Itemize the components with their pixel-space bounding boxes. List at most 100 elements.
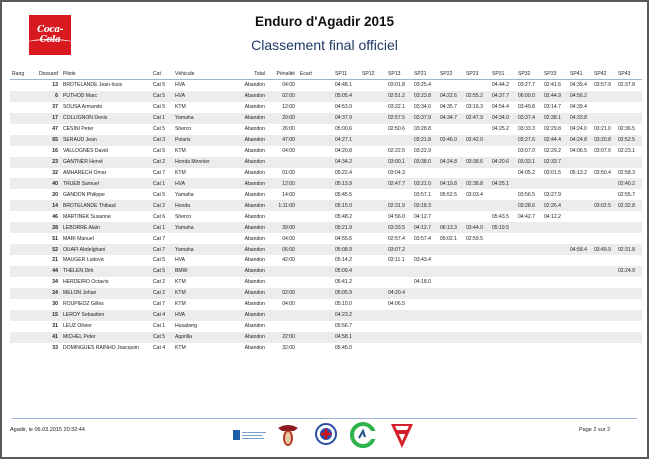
cell-sp31 (490, 146, 516, 157)
cell-vehicule: HVA (174, 257, 186, 264)
cell-penalite: 01:00 (282, 169, 295, 176)
cell-rang (10, 80, 37, 91)
cell-total: Abandon (244, 148, 265, 155)
cell-vehicule (173, 233, 235, 244)
cell-sp43 (616, 102, 642, 113)
cell-sp21 (411, 287, 438, 299)
cell-sp23 (464, 211, 490, 222)
cell-sp32 (516, 321, 542, 332)
cell-sp21: 03:21.0 (411, 178, 438, 190)
cell-rang (10, 168, 37, 179)
cell-sp13 (385, 309, 412, 321)
cell-penalite (267, 265, 298, 277)
cell-sp31: 05:19.5 (489, 222, 516, 234)
cell-total: Abandon (244, 344, 265, 351)
cell-sp12 (360, 189, 386, 200)
cell-penalite: 1:11:00 (267, 200, 298, 212)
cell-sp11: 04:58.1 (332, 331, 360, 343)
cell-sp23 (464, 80, 490, 91)
cell-sp11: 05:41.2 (334, 279, 352, 286)
cell-sp21 (412, 321, 438, 332)
cell-sp21 (412, 299, 438, 310)
cell-rang (10, 156, 37, 168)
cell-total: Abandon (244, 323, 265, 330)
results-table: Rang Dossard Pilote Cat Véhicule Total Pénalit… (10, 68, 642, 353)
cell-sp11: 05:14.2 (334, 257, 352, 264)
cell-vehicule: Yamaha (174, 191, 194, 198)
table-row: 28 LEBORRE Alain Cat 1 Yamaha Abandon 39:00 05… (10, 222, 642, 234)
cell-sp21: 03:28.8 (413, 126, 431, 133)
cell-cat: Cat 4 (152, 344, 166, 351)
cell-cat: Cat 2 (150, 156, 173, 168)
cell-penalite: 04:00 (282, 301, 295, 308)
cell-pilote: AMHARECH Omar (62, 169, 107, 176)
cell-dossard: 44 (37, 265, 61, 277)
cell-penalite: 20:00 (267, 112, 298, 124)
cell-sp41 (568, 299, 592, 310)
cell-sp22: 04:22.6 (437, 90, 464, 102)
table-row: 51 MARI Manuel Cat 7 Abandon 04:00 04:55.6 02:… (10, 233, 642, 244)
cell-sp43: 02:32.8 (615, 200, 642, 212)
cell-sp13: 04:20.4 (385, 287, 412, 299)
cell-sp21 (411, 309, 438, 321)
cell-sp43: 02:24.9 (615, 265, 642, 277)
cell-sp31: 04:25.1 (489, 178, 516, 190)
cell-sp42 (592, 211, 616, 222)
cell-sp33 (541, 222, 568, 234)
cell-pilote: TRUEB Samuel (60, 178, 151, 190)
cell-sp33 (541, 265, 568, 277)
cell-ecart (298, 168, 333, 179)
cell-sp23 (463, 331, 490, 343)
cell-ecart (298, 189, 333, 200)
cell-total: Abandon (244, 191, 265, 198)
cell-sp12 (359, 287, 386, 299)
cell-sp23 (463, 309, 490, 321)
cell-sp42 (591, 112, 616, 124)
cell-penalite (268, 321, 298, 332)
cell-sp12 (360, 299, 386, 310)
cell-sp33: 02:26.4 (541, 200, 568, 212)
cell-total: Abandon (234, 331, 268, 343)
cell-sp12 (360, 80, 386, 91)
cell-vehicule: KTM (174, 169, 186, 176)
cell-sp42 (591, 265, 616, 277)
cell-ecart (298, 255, 333, 266)
cell-sp23: 03:03.4 (465, 191, 483, 198)
cell-penalite (268, 277, 298, 288)
cell-pilote: MELON Johan (60, 287, 151, 299)
cell-sp12 (359, 178, 386, 190)
cell-sp31 (489, 309, 516, 321)
cell-sp41 (567, 265, 592, 277)
cell-sp32: 03:56.5 (517, 191, 535, 198)
cell-sp41 (568, 211, 592, 222)
table-row: 20 GANDON Philippe Cat 5 Yamaha Abandon 14:00… (10, 189, 642, 200)
cell-vehicule: KTM (172, 287, 235, 299)
cell-sp41: 04:39.4 (569, 104, 587, 111)
cell-sp32 (516, 299, 542, 310)
cell-ecart (298, 321, 333, 332)
cell-sp32: 04:42.7 (517, 213, 535, 220)
cell-dossard: 23 (37, 156, 61, 168)
cell-sp31: 04:34.0 (489, 112, 516, 124)
cell-dossard: 16 (52, 148, 58, 155)
cell-dossard: 13 (52, 82, 58, 89)
cell-sp31 (490, 168, 516, 179)
cell-sp23 (463, 265, 490, 277)
cell-rang (10, 146, 37, 157)
cell-sp13: 03:01.8 (387, 82, 405, 89)
cell-sp23 (464, 343, 490, 354)
cell-sp43: 02:58.3 (617, 169, 635, 176)
cell-dossard: 28 (37, 222, 61, 234)
cell-sp42 (591, 90, 616, 102)
cell-sp31 (489, 244, 516, 255)
cell-sp11: 04:55.6 (334, 235, 352, 242)
cell-sp32 (515, 178, 542, 190)
table-row: 30 ROUPIEOZ Gilles Cat 7 KTM Abandon 04:00 05:… (10, 299, 642, 310)
cell-sp21: 03:37.9 (411, 112, 438, 124)
cell-sp31 (490, 255, 516, 266)
cell-rang (10, 321, 37, 332)
cell-ecart (297, 156, 333, 168)
cell-rang (10, 134, 37, 146)
column-header-sp13: SP13 (385, 68, 412, 80)
cell-sp13: 02:31.9 (385, 200, 412, 212)
